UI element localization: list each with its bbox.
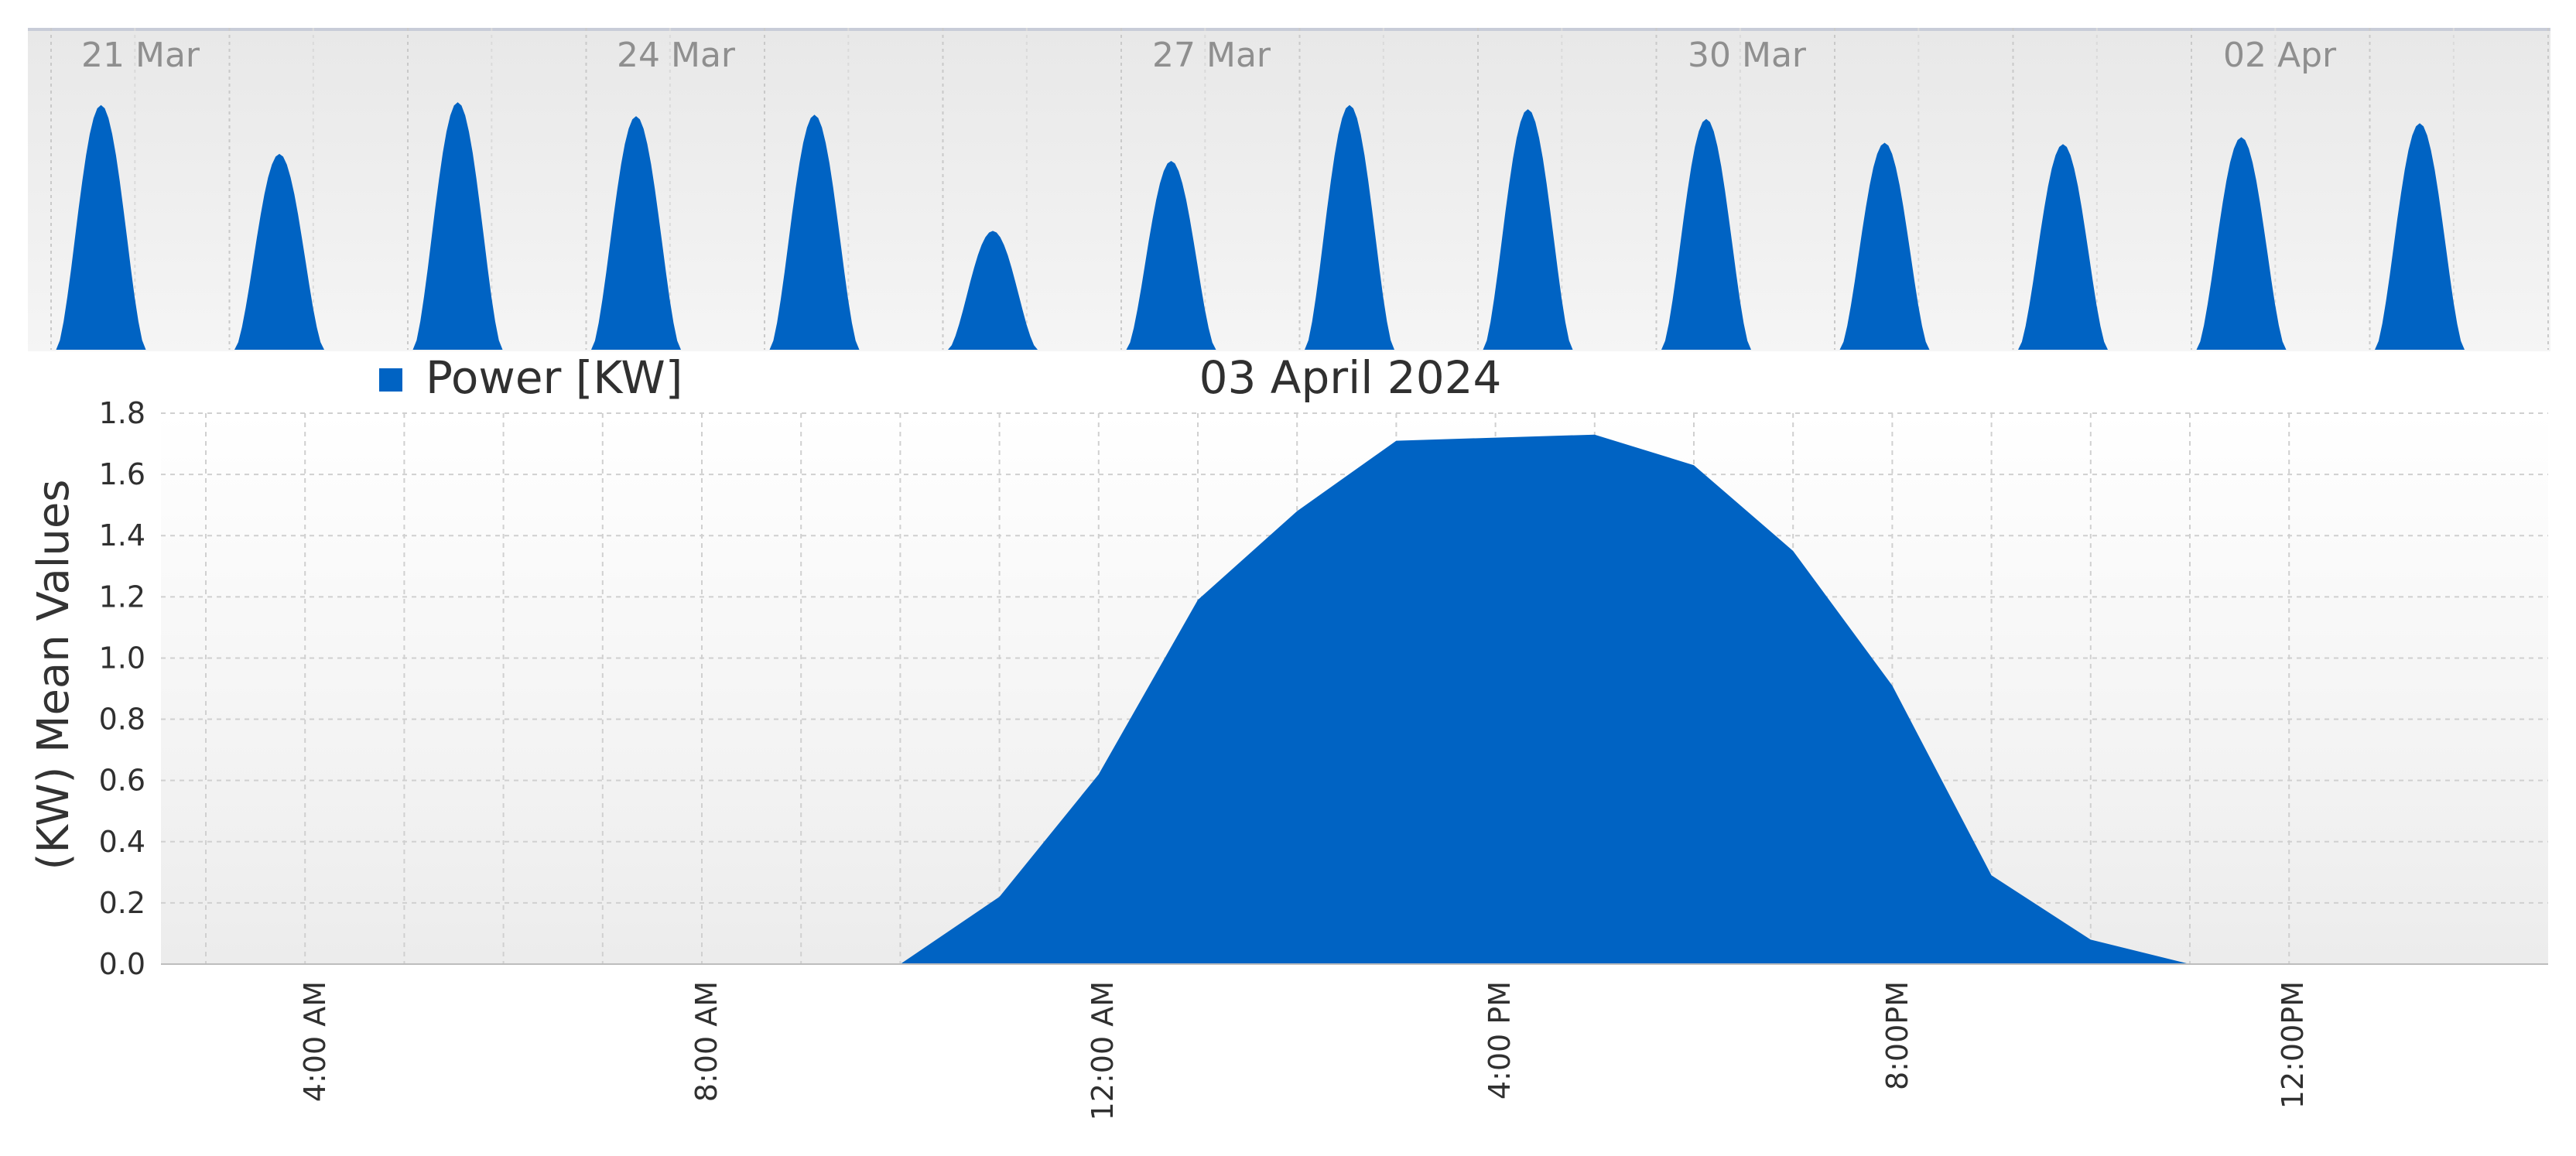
x-tick-labels: 4:00 AM 8:00 AM 12:00 AM 4:00 PM 8:00PM 12:00… <box>298 981 2310 1120</box>
navigator-series <box>56 102 2465 351</box>
navigator-date-label: 02 Apr <box>2223 36 2337 75</box>
chart-title: 03 April 2024 <box>1199 351 1502 404</box>
x-tick-label: 8:00PM <box>1880 981 1914 1090</box>
legend-swatch <box>379 368 402 392</box>
navigator-day-area <box>769 115 860 351</box>
x-tick-label: 4:00 AM <box>298 981 332 1102</box>
y-tick-label: 0.2 <box>99 886 145 920</box>
navigator-day-area <box>1839 142 1930 350</box>
navigator-day-area <box>2196 137 2287 351</box>
x-tick-label: 12:00 AM <box>1086 981 1120 1120</box>
navigator-date-labels: 21 Mar 24 Mar 27 Mar 30 Mar 02 Apr <box>81 36 2337 75</box>
navigator-day-area <box>234 153 324 350</box>
y-tick-label: 1.4 <box>99 518 145 552</box>
navigator[interactable]: 21 Mar 24 Mar 27 Mar 30 Mar 02 Apr <box>28 28 2550 351</box>
navigator-day-area <box>948 231 1038 350</box>
navigator-day-area <box>2018 144 2108 351</box>
navigator-day-area <box>2375 123 2465 350</box>
navigator-day-area <box>56 104 146 350</box>
y-tick-label: 1.6 <box>99 457 145 491</box>
y-tick-label: 1.8 <box>99 396 145 430</box>
navigator-day-area <box>1126 161 1216 350</box>
legend-label: Power [KW] <box>426 351 682 404</box>
navigator-day-area <box>1305 104 1394 350</box>
navigator-background <box>28 28 2550 351</box>
navigator-day-area <box>1661 118 1751 351</box>
navigator-day-area <box>1483 109 1573 350</box>
y-tick-labels: 0.0 0.2 0.4 0.6 0.8 1.0 1.2 1.4 1.6 1.8 <box>99 396 145 981</box>
x-tick-label: 4:00 PM <box>1483 981 1517 1100</box>
x-tick-label: 12:00PM <box>2276 981 2310 1109</box>
navigator-date-label: 30 Mar <box>1688 36 1807 75</box>
navigator-day-area <box>412 102 503 350</box>
y-axis-label: (KW) Mean Values <box>29 480 79 870</box>
y-tick-label: 1.0 <box>99 641 145 675</box>
navigator-date-label: 24 Mar <box>617 36 736 75</box>
navigator-grid <box>50 28 2549 350</box>
navigator-day-area <box>591 116 681 350</box>
navigator-date-label: 27 Mar <box>1152 36 1271 75</box>
y-tick-label: 0.8 <box>99 703 145 737</box>
y-tick-label: 1.2 <box>99 580 145 614</box>
navigator-date-label: 21 Mar <box>81 36 200 75</box>
y-tick-label: 0.0 <box>99 947 145 981</box>
power-area <box>900 434 2190 964</box>
y-tick-label: 0.6 <box>99 764 145 798</box>
y-tick-label: 0.4 <box>99 825 145 859</box>
x-tick-label: 8:00 AM <box>689 981 724 1102</box>
